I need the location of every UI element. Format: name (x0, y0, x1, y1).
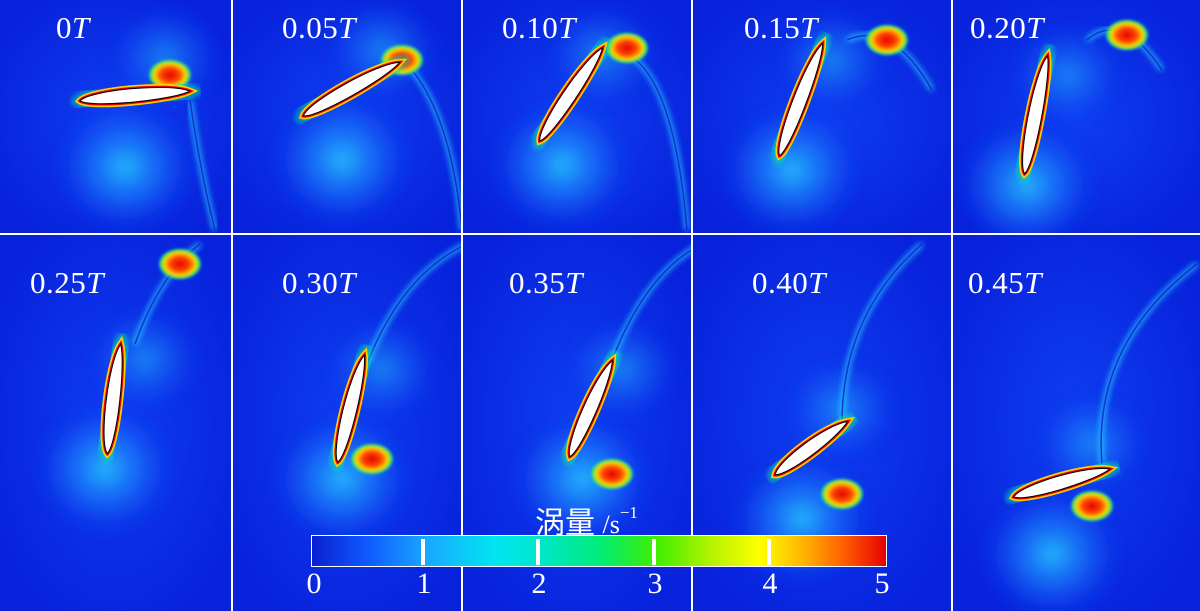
panel-label-0: 0T (56, 10, 90, 45)
panel-label-5: 0.25T (30, 265, 104, 300)
colorbar (311, 535, 887, 567)
panel-label-9: 0.45T (968, 265, 1042, 300)
panel-label-2: 0.10T (502, 10, 576, 45)
colorbar-label-5: 5 (874, 567, 890, 600)
colorbar-label-3: 3 (647, 567, 663, 600)
panel-label-3: 0.15T (744, 10, 818, 45)
field-panel-0 (0, 0, 232, 234)
field-panel-4 (952, 0, 1200, 234)
panel-label-7: 0.35T (509, 265, 583, 300)
colorbar-label-2: 2 (531, 567, 547, 600)
field-panel-5 (0, 234, 232, 611)
legend-title: 涡量 /s−1 (535, 503, 638, 540)
field-panel-9 (952, 234, 1200, 611)
colorbar-tick-4 (767, 539, 771, 565)
colorbar-label-0: 0 (306, 567, 322, 600)
panel-label-1: 0.05T (282, 10, 356, 45)
panel-label-4: 0.20T (970, 10, 1044, 45)
field-panel-2 (462, 0, 692, 234)
colorbar-tick-3 (652, 539, 656, 565)
field-panel-3 (692, 0, 952, 234)
colorbar-label-4: 4 (762, 567, 778, 600)
panel-label-8: 0.40T (752, 265, 826, 300)
panel-label-6: 0.30T (282, 265, 356, 300)
colorbar-label-1: 1 (416, 567, 432, 600)
field-panel-1 (232, 0, 462, 234)
colorbar-tick-1 (421, 539, 425, 565)
colorbar-tick-2 (536, 539, 540, 565)
